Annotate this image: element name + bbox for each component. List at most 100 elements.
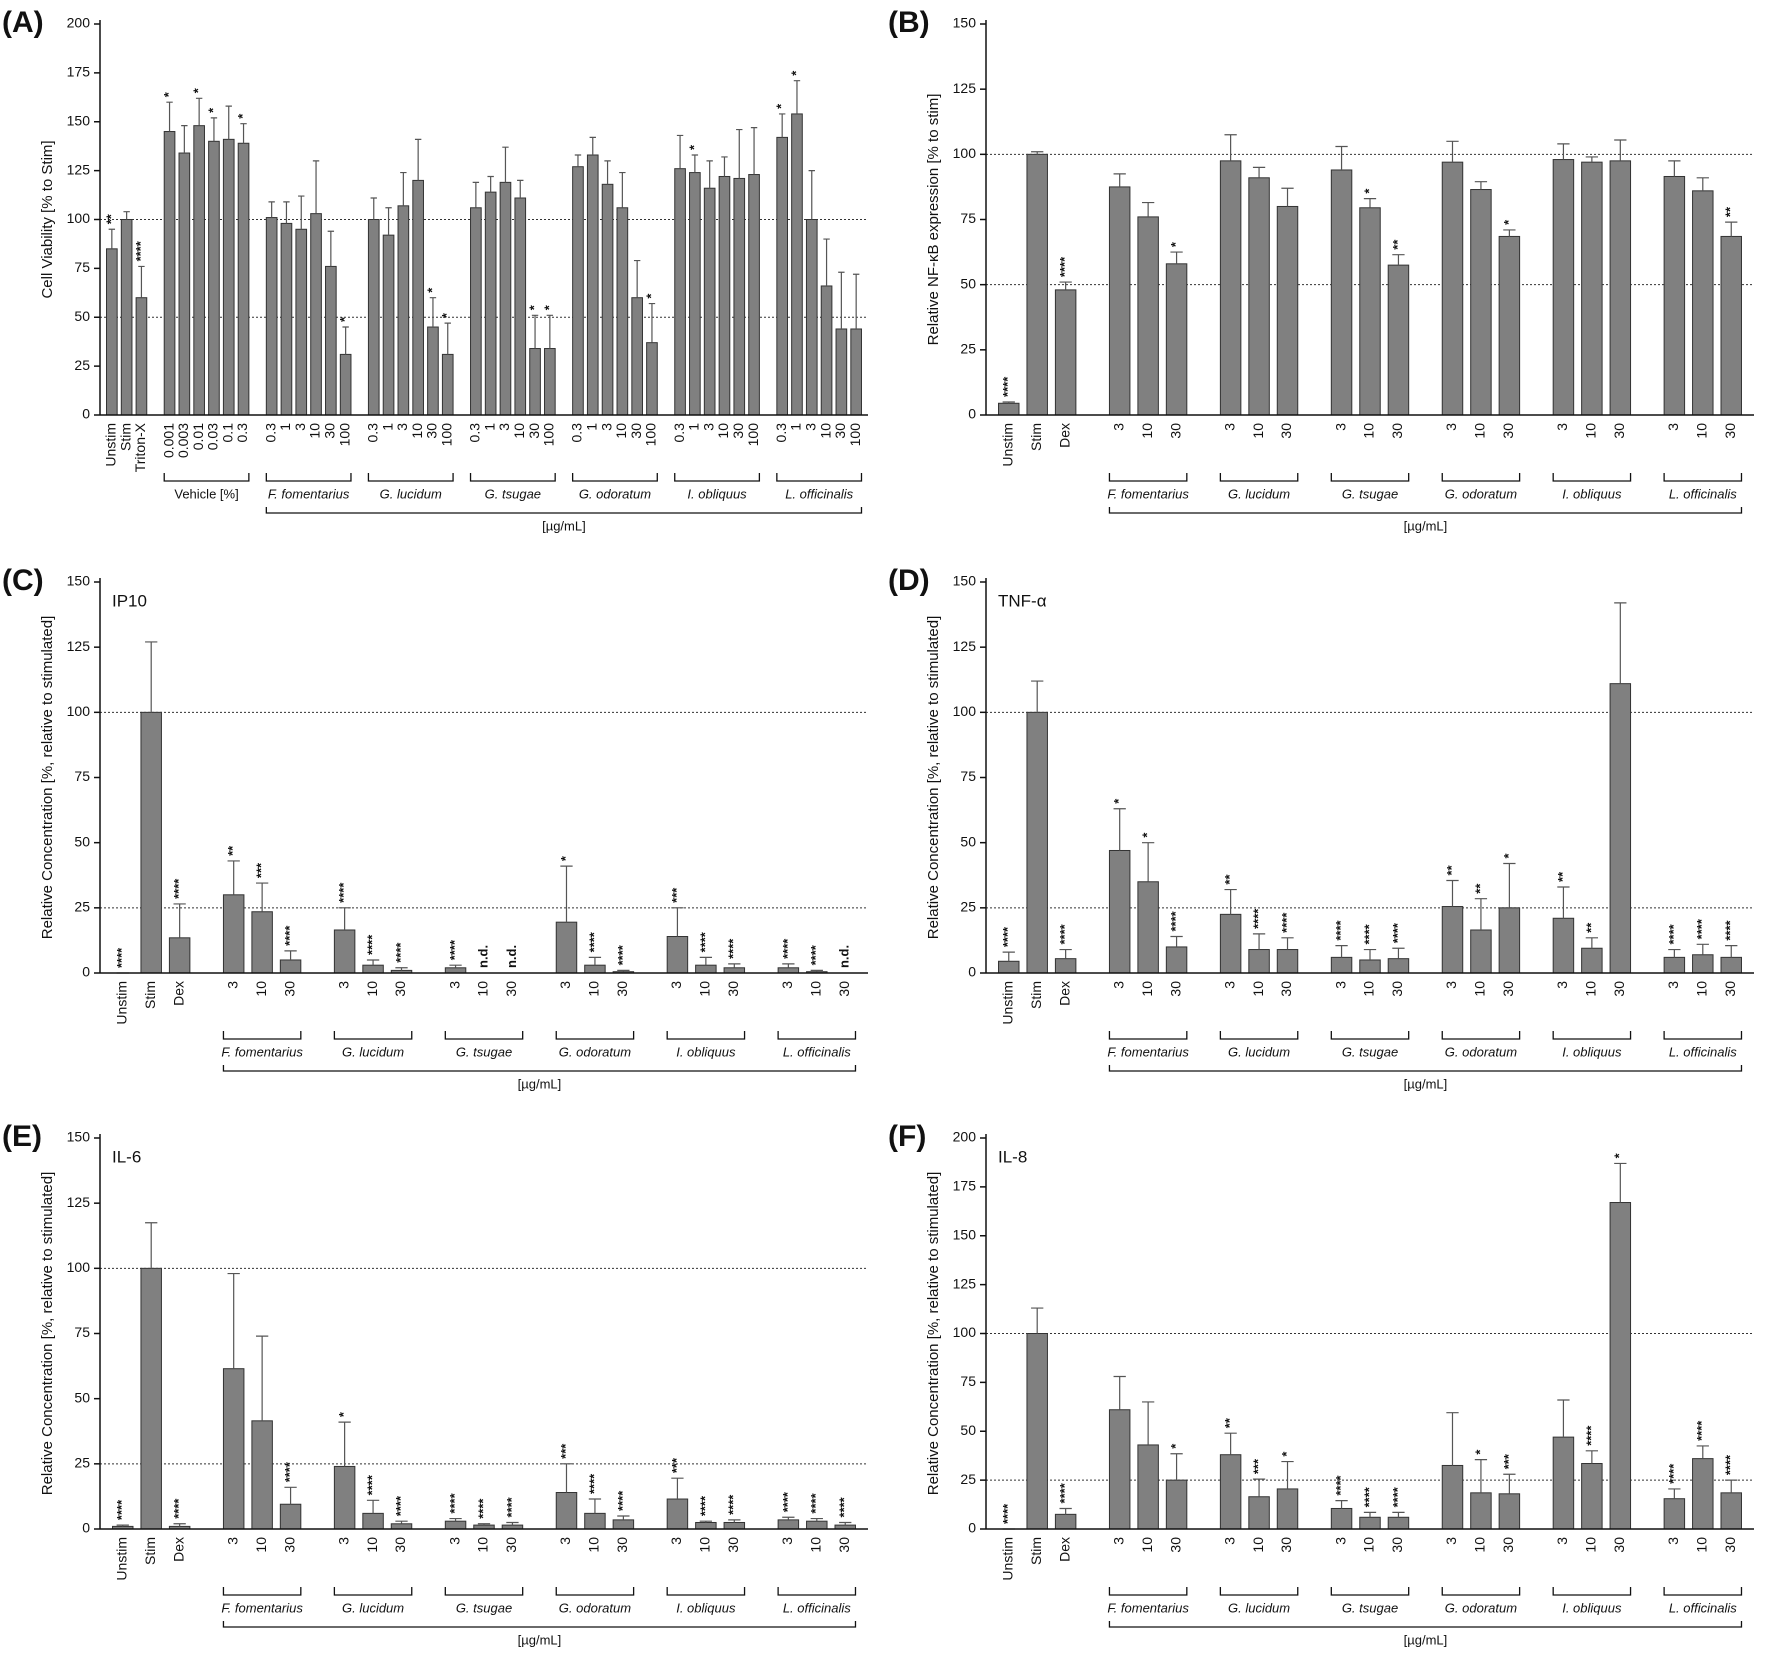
- x-tick-label: 30: [730, 423, 746, 439]
- x-tick-label: 0.3: [773, 423, 789, 443]
- group-label: G. odoratum: [1445, 1044, 1517, 1059]
- x-tick-label: 30: [725, 1537, 741, 1553]
- error-bar: [138, 265, 145, 298]
- bar: [1552, 159, 1575, 416]
- bar: [333, 929, 356, 974]
- x-tick-label: 30: [725, 981, 741, 997]
- error-bar: [145, 641, 158, 713]
- group-label: G. tsugae: [485, 486, 541, 501]
- x-tick-label: 100: [847, 423, 863, 447]
- bar: [689, 172, 701, 416]
- extract-bracket: [1108, 1065, 1743, 1072]
- bar: [1137, 881, 1159, 974]
- y-tick-label: 25: [960, 899, 976, 915]
- bar: [120, 219, 133, 416]
- x-tick-label: 30: [1278, 423, 1294, 439]
- significance-label: ****: [1000, 1503, 1015, 1524]
- significance-label: *: [1612, 1152, 1627, 1158]
- error-bar: [298, 195, 305, 230]
- error-bar: [1224, 1432, 1237, 1455]
- error-bar: [1224, 888, 1237, 915]
- bar: [279, 1503, 302, 1530]
- significance-label: **: [1555, 871, 1570, 882]
- bar: [1108, 849, 1131, 974]
- x-tick-label: 3: [1443, 423, 1459, 431]
- significance-label: ****: [697, 1495, 712, 1516]
- chart-title: IL-8: [998, 1147, 1027, 1166]
- error-bar: [429, 297, 437, 328]
- error-bar: [531, 314, 539, 349]
- error-bar: [750, 127, 758, 175]
- group-label: I. obliquus: [1562, 1600, 1622, 1615]
- bar: [1720, 956, 1742, 974]
- significance-label: ****: [504, 1496, 519, 1517]
- x-tick-label: 3: [1110, 1537, 1126, 1545]
- group-label: I. obliquus: [687, 486, 747, 501]
- x-tick-label: 10: [1694, 423, 1710, 439]
- group-label: L. officinalis: [1669, 1600, 1737, 1615]
- significance-label: ****: [1000, 376, 1015, 397]
- x-tick-label: 30: [614, 981, 630, 997]
- error-bar: [1224, 134, 1237, 161]
- bar: [362, 1512, 384, 1530]
- significance-label: *: [1279, 1451, 1294, 1457]
- bar: [1498, 235, 1521, 416]
- bar: [237, 142, 250, 416]
- error-bar: [1446, 140, 1459, 163]
- group-bracket: [1219, 473, 1299, 482]
- error-bar: [195, 97, 203, 126]
- bar: [279, 959, 302, 974]
- error-bar: [1059, 948, 1072, 959]
- bar: [280, 222, 293, 416]
- x-tick-label: 3: [1110, 981, 1126, 989]
- error-bar: [1252, 166, 1266, 178]
- significance-label: ****: [780, 938, 795, 959]
- error-bar: [676, 134, 684, 169]
- x-tick-label: Unstim: [999, 1537, 1015, 1581]
- x-tick-label: 10: [586, 981, 602, 997]
- group-label: G. tsugae: [1342, 486, 1398, 501]
- group-bracket: [666, 1031, 746, 1040]
- error-bar: [1614, 1162, 1627, 1203]
- y-tick-label: 50: [960, 275, 976, 291]
- group-bracket: [1219, 1587, 1299, 1596]
- significance-label: ****: [114, 947, 129, 968]
- x-tick-label: Dex: [170, 981, 186, 1006]
- x-tick-label: 10: [1250, 981, 1266, 997]
- significance-label: ****: [336, 882, 351, 903]
- significance-label: **: [103, 213, 118, 224]
- bar: [178, 152, 191, 416]
- bar: [1276, 949, 1299, 974]
- significance-label: ****: [615, 944, 630, 965]
- bar: [251, 911, 273, 974]
- bar: [367, 219, 380, 416]
- group-bracket: [1552, 1587, 1632, 1596]
- error-bar: [1696, 1445, 1709, 1459]
- y-axis-label: Relative NF-κB expression [% to stim]: [925, 94, 942, 346]
- group-label: Vehicle [%]: [174, 486, 238, 501]
- error-bar: [1392, 947, 1405, 959]
- x-tick-label: 0.3: [262, 423, 278, 443]
- group-label: F. fomentarius: [1107, 1600, 1189, 1615]
- significance-label: ****: [282, 1461, 297, 1482]
- significance-label: ****: [1168, 910, 1183, 931]
- error-bar: [1474, 181, 1488, 190]
- y-tick-label: 125: [953, 80, 977, 96]
- bar: [295, 228, 308, 416]
- error-bar: [1696, 177, 1709, 191]
- error-bar: [449, 1517, 462, 1522]
- x-tick-label: 3: [598, 423, 614, 431]
- y-tick-label: 125: [67, 1194, 91, 1210]
- x-tick-label: 30: [1722, 423, 1738, 439]
- bar: [1387, 264, 1410, 416]
- error-bar: [414, 138, 422, 181]
- y-tick-label: 200: [67, 15, 91, 31]
- group-label: F. fomentarius: [221, 1044, 303, 1059]
- significance-label: ****: [697, 931, 712, 952]
- x-tick-label: 0.003: [175, 423, 191, 458]
- group-label: I. obliquus: [676, 1600, 736, 1615]
- bar: [1609, 160, 1632, 416]
- error-bar: [1113, 808, 1126, 851]
- bar: [412, 179, 424, 416]
- y-axis-label: Relative Concentration [%, relative to s…: [39, 1172, 56, 1496]
